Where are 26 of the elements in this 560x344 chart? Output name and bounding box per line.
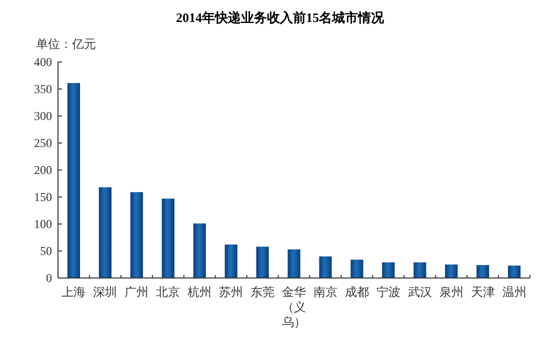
y-tick-label: 200 [34, 163, 52, 177]
x-tick-label: 东莞 [250, 285, 275, 299]
y-axis-title: 单位：亿元 [36, 37, 96, 51]
y-tick-label: 350 [34, 82, 52, 96]
x-tick-label: 金华（义乌） [282, 285, 306, 329]
x-tick-label: 杭州 [186, 285, 212, 299]
chart-title: 2014年快递业务收入前15名城市情况 [176, 10, 385, 25]
x-tick-label: 上海 [62, 285, 86, 299]
x-tick-label: 广州 [124, 285, 149, 299]
y-tick-label: 150 [34, 190, 52, 204]
x-tick-label: 北京 [156, 285, 180, 299]
x-tick-label: 天津 [470, 285, 495, 299]
y-tick-label: 250 [34, 136, 52, 150]
x-tick-label: 成都 [344, 285, 369, 299]
x-tick-label: 泉州 [439, 285, 464, 299]
y-tick-label: 0 [46, 271, 52, 285]
y-tick-label: 400 [34, 55, 52, 69]
y-tick-label: 100 [34, 217, 52, 231]
x-tick-label: 温州 [502, 285, 526, 299]
y-tick-label: 300 [34, 109, 52, 123]
x-tick-label: 深圳 [93, 285, 118, 299]
x-tick-label: 苏州 [219, 285, 244, 299]
x-tick-label: 南京 [313, 285, 338, 299]
y-tick-label: 50 [40, 244, 52, 258]
x-tick-label: 武汉 [408, 285, 432, 299]
x-tick-label: 宁波 [376, 285, 400, 299]
